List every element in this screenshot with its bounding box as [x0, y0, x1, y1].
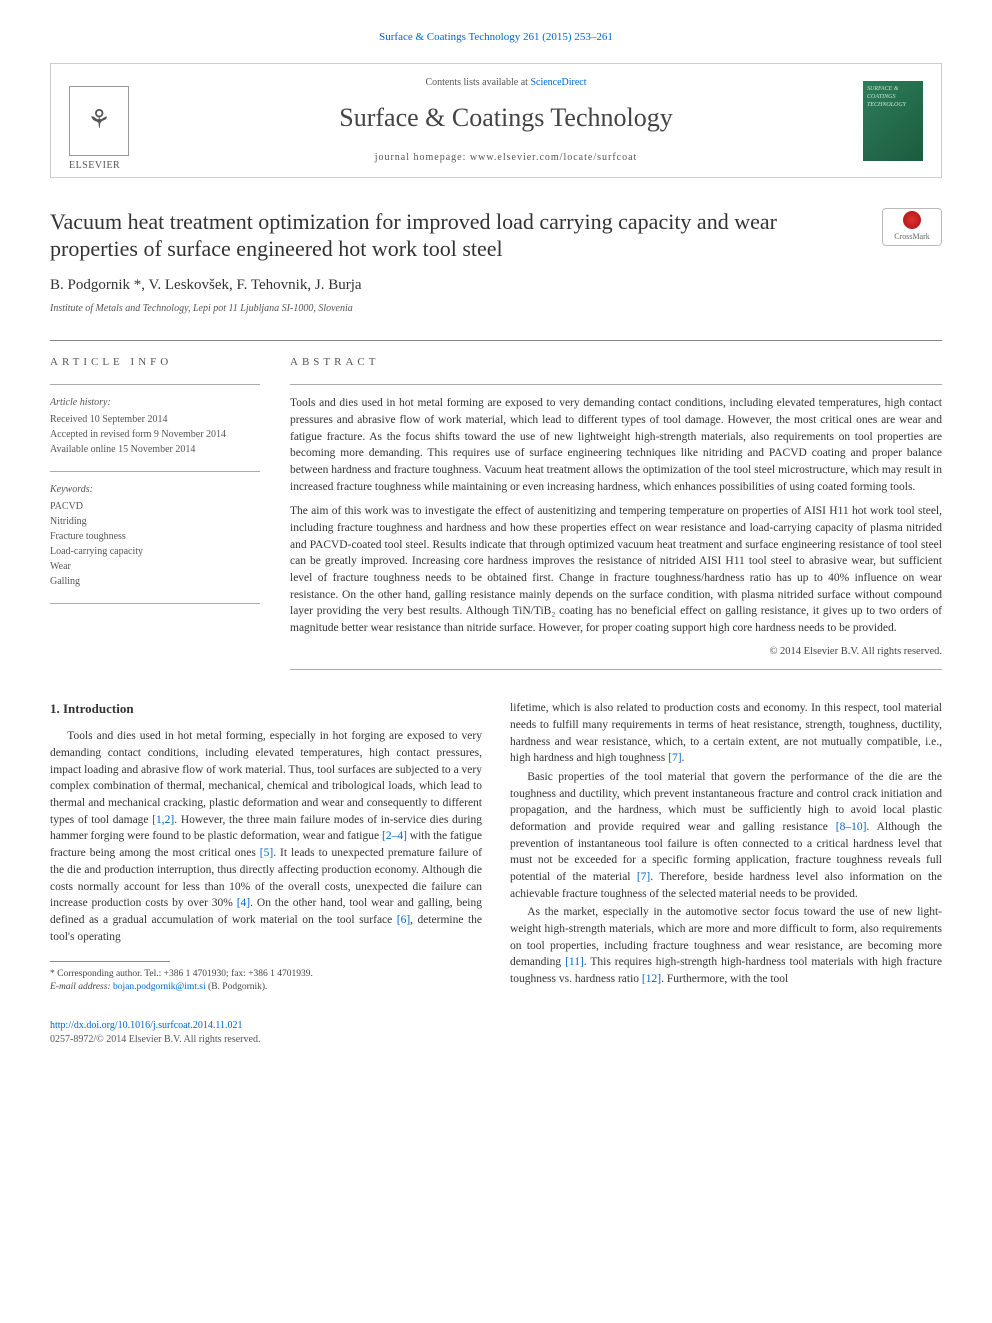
keyword: Wear	[50, 559, 260, 574]
received-date: Received 10 September 2014	[50, 412, 260, 427]
keyword: Fracture toughness	[50, 529, 260, 544]
intro-heading: 1. Introduction	[50, 700, 482, 718]
abstract-label: ABSTRACT	[290, 355, 942, 370]
info-divider-2	[50, 471, 260, 472]
info-abstract-row: ARTICLE INFO Article history: Received 1…	[50, 355, 942, 680]
info-label: ARTICLE INFO	[50, 355, 260, 370]
running-header: Surface & Coatings Technology 261 (2015)…	[50, 30, 942, 45]
article-title: Vacuum heat treatment optimization for i…	[50, 208, 862, 263]
abstract-divider-bottom	[290, 669, 942, 670]
email-line: E-mail address: bojan.podgornik@imt.si (…	[50, 981, 482, 994]
sciencedirect-link[interactable]: ScienceDirect	[530, 77, 586, 88]
history-heading: Article history:	[50, 395, 260, 410]
article-info-column: ARTICLE INFO Article history: Received 1…	[50, 355, 260, 680]
body-paragraph: Basic properties of the tool material th…	[510, 769, 942, 902]
authors-text: B. Podgornik *, V. Leskovšek, F. Tehovni…	[50, 277, 362, 293]
left-column: 1. Introduction Tools and dies used in h…	[50, 700, 482, 995]
online-date: Available online 15 November 2014	[50, 442, 260, 457]
issn-copyright: 0257-8972/© 2014 Elsevier B.V. All right…	[50, 1033, 942, 1047]
contents-prefix: Contents lists available at	[425, 77, 530, 88]
homepage-label: journal homepage:	[375, 152, 470, 163]
journal-name: Surface & Coatings Technology	[149, 100, 863, 136]
footnote-block: * Corresponding author. Tel.: +386 1 470…	[50, 968, 482, 995]
keyword: PACVD	[50, 499, 260, 514]
keywords-heading: Keywords:	[50, 482, 260, 497]
info-divider-1	[50, 384, 260, 385]
info-divider-3	[50, 603, 260, 604]
crossmark-badge[interactable]: CrossMark	[882, 208, 942, 246]
citation-link[interactable]: Surface & Coatings Technology 261 (2015)…	[379, 31, 613, 43]
email-suffix: (B. Podgornik).	[206, 982, 268, 992]
publisher-logo: ⚘	[69, 86, 129, 156]
abstract-p2: The aim of this work was to investigate …	[290, 503, 942, 636]
doi-link[interactable]: http://dx.doi.org/10.1016/j.surfcoat.201…	[50, 1020, 243, 1031]
bottom-block: http://dx.doi.org/10.1016/j.surfcoat.201…	[50, 1019, 942, 1047]
cover-text: SURFACE & COATINGS TECHNOLOGY	[867, 85, 919, 110]
homepage-line: journal homepage: www.elsevier.com/locat…	[149, 151, 863, 165]
authors: B. Podgornik *, V. Leskovšek, F. Tehovni…	[50, 275, 942, 296]
journal-cover-thumb: SURFACE & COATINGS TECHNOLOGY	[863, 81, 923, 161]
email-link[interactable]: bojan.podgornik@imt.si	[113, 982, 206, 992]
publisher-name: ELSEVIER	[69, 159, 120, 173]
email-label: E-mail address:	[50, 982, 113, 992]
title-row: Vacuum heat treatment optimization for i…	[50, 208, 942, 263]
crossmark-icon	[903, 211, 921, 229]
abstract-column: ABSTRACT Tools and dies used in hot meta…	[290, 355, 942, 680]
body-paragraph: As the market, especially in the automot…	[510, 904, 942, 987]
abstract-p1: Tools and dies used in hot metal forming…	[290, 395, 942, 495]
keywords-block: Keywords: PACVD Nitriding Fracture tough…	[50, 482, 260, 589]
body-columns: 1. Introduction Tools and dies used in h…	[50, 700, 942, 995]
footnote-divider	[50, 961, 170, 962]
keyword: Nitriding	[50, 514, 260, 529]
corresponding-author: * Corresponding author. Tel.: +386 1 470…	[50, 968, 482, 981]
homepage-url: www.elsevier.com/locate/surfcoat	[470, 152, 637, 163]
copyright-line: © 2014 Elsevier B.V. All rights reserved…	[290, 645, 942, 660]
elsevier-tree-icon: ⚘	[87, 102, 110, 138]
abstract-divider-top	[290, 384, 942, 385]
keyword: Galling	[50, 574, 260, 589]
divider-top	[50, 340, 942, 341]
body-paragraph: lifetime, which is also related to produ…	[510, 700, 942, 767]
accepted-date: Accepted in revised form 9 November 2014	[50, 427, 260, 442]
header-center: Contents lists available at ScienceDirec…	[149, 76, 863, 164]
right-column: lifetime, which is also related to produ…	[510, 700, 942, 995]
keyword: Load-carrying capacity	[50, 544, 260, 559]
article-history: Article history: Received 10 September 2…	[50, 395, 260, 457]
affiliation: Institute of Metals and Technology, Lepi…	[50, 302, 942, 316]
body-paragraph: Tools and dies used in hot metal forming…	[50, 728, 482, 945]
crossmark-label: CrossMark	[894, 231, 930, 242]
contents-line: Contents lists available at ScienceDirec…	[149, 76, 863, 90]
abstract-text: Tools and dies used in hot metal forming…	[290, 395, 942, 636]
journal-header: ⚘ ELSEVIER Contents lists available at S…	[50, 63, 942, 177]
